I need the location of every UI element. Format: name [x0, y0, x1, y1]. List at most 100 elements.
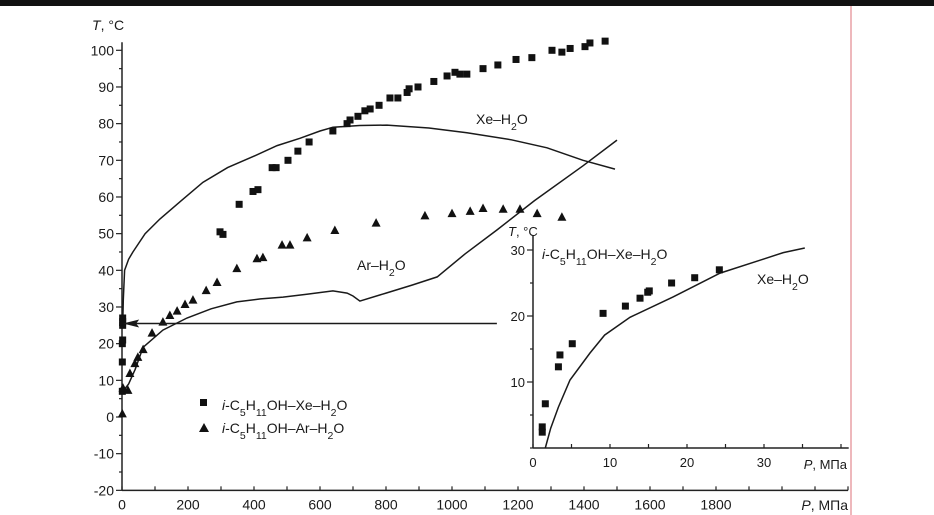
triangle-point [232, 263, 242, 273]
legend-ar-label: i-C5H11OH–Ar–H2O [222, 420, 344, 442]
inset-xe-h2o-label: Xe–H2O [757, 271, 809, 293]
legend-xe-label: i-C5H11OH–Xe–H2O [222, 397, 347, 419]
square-point [394, 94, 402, 102]
square-point [268, 164, 276, 172]
square-point [668, 279, 676, 287]
triangle-point [117, 408, 127, 418]
triangle-point [123, 385, 133, 394]
square-point [451, 68, 459, 76]
square-point [254, 186, 262, 194]
square-point [219, 230, 227, 238]
square-point [305, 138, 313, 146]
y-tick-label: 30 [511, 243, 525, 258]
square-point [386, 94, 394, 102]
square-point [599, 309, 607, 317]
square-point [119, 318, 127, 326]
x-tick-label: 400 [242, 496, 266, 512]
square-point [249, 187, 257, 195]
x-tick-label: 1600 [634, 496, 665, 512]
square-point [343, 120, 351, 128]
x-tick-label: 200 [176, 496, 200, 512]
y-tick-label: 70 [98, 152, 114, 168]
x-tick-label: 1000 [436, 496, 467, 512]
square-point [119, 314, 127, 322]
y-tick-label: 60 [98, 189, 114, 205]
square-point [329, 127, 337, 135]
triangle-point [532, 208, 542, 218]
square-point [715, 266, 723, 274]
triangle-point [557, 212, 567, 221]
triangle-point [138, 344, 148, 354]
main-x-axis-label: P, МПа [801, 497, 848, 513]
triangle-point [258, 252, 268, 262]
x-tick-label: 600 [308, 496, 332, 512]
square-point [601, 37, 609, 45]
xe-h2o-curve-label: Xe–H2O [476, 111, 528, 133]
triangle-point [212, 277, 222, 287]
y-tick-label: 10 [98, 372, 114, 388]
y-tick-label: 50 [98, 226, 114, 242]
square-point [554, 363, 562, 371]
y-tick-label: 0 [106, 409, 114, 425]
square-point [375, 101, 383, 109]
triangle-point [180, 299, 190, 309]
triangle-point [133, 352, 143, 361]
square-point [568, 340, 576, 348]
y-tick-label: 100 [91, 42, 115, 58]
square-point [354, 112, 362, 120]
arrow-head [123, 319, 140, 328]
y-tick-label: 80 [98, 116, 114, 132]
square-point [621, 302, 629, 310]
triangle-point [302, 232, 312, 242]
square-point [405, 85, 413, 93]
square-point [538, 428, 546, 436]
x-tick-label: 0 [118, 496, 126, 512]
y-tick-label: 20 [98, 336, 114, 352]
square-point [548, 46, 556, 54]
y-tick-label: 20 [511, 309, 525, 324]
square-point [528, 54, 536, 62]
square-point [272, 164, 280, 172]
curve-xe-h2o [121, 124, 616, 326]
triangle-point [478, 203, 488, 212]
triangle-point [498, 204, 508, 213]
square-point [556, 351, 564, 359]
square-point [430, 77, 438, 85]
square-point [538, 423, 546, 431]
inset-x-axis-label: P, МПа [804, 457, 848, 472]
square-point [284, 156, 292, 164]
triangle-point [330, 225, 340, 234]
inset-plot: 0 10 20 30 10 20 30 [511, 235, 849, 470]
x-tick-label: 10 [603, 455, 617, 470]
square-point [366, 105, 374, 113]
triangle-point [130, 358, 140, 368]
square-point [558, 48, 566, 56]
square-point [636, 294, 644, 302]
square-point [118, 340, 126, 348]
square-point [443, 72, 451, 80]
triangle-point [201, 285, 211, 295]
y-tick-label: 10 [511, 375, 525, 390]
x-tick-label: 0 [529, 455, 536, 470]
square-point [479, 65, 487, 73]
main-y-axis-label: T, °C [92, 17, 124, 33]
curve-xe-h2o [544, 247, 805, 449]
triangle-point [165, 310, 175, 320]
triangle-point [118, 383, 128, 392]
square-point [235, 200, 243, 208]
triangle-point [285, 240, 295, 249]
x-tick-label: 1200 [502, 496, 533, 512]
square-point [294, 147, 302, 155]
y-tick-label: 40 [98, 262, 114, 278]
x-tick-label: 800 [374, 496, 398, 512]
y-tick-label: -10 [94, 446, 114, 462]
square-point [566, 44, 574, 52]
square-point [494, 61, 502, 69]
legend-square-icon [200, 399, 207, 406]
legend-triangle-icon [199, 423, 209, 432]
triangle-point [147, 328, 157, 337]
square-point [119, 321, 127, 329]
triangle-point [277, 240, 287, 249]
